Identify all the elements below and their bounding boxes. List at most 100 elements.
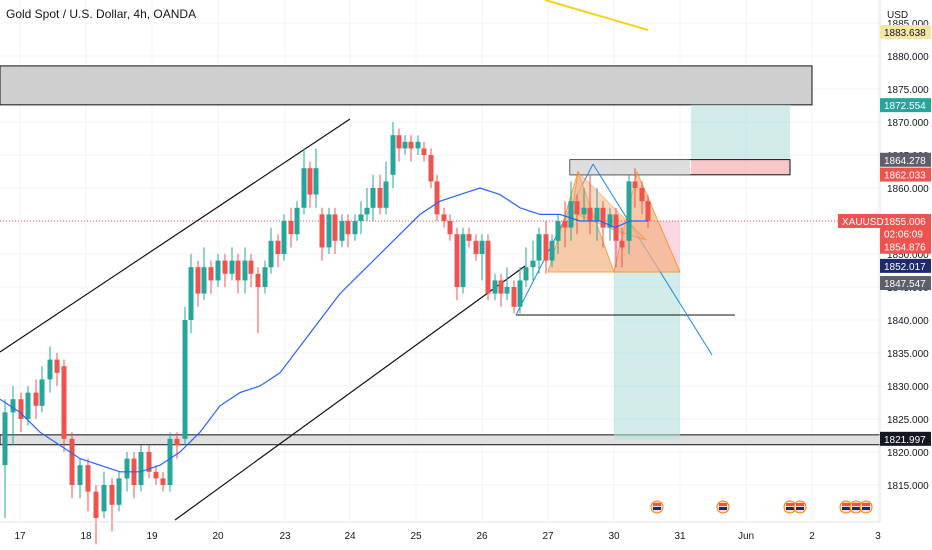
time-tick-label: 30 <box>608 531 620 542</box>
candle-body <box>25 392 31 419</box>
candle-body <box>167 438 173 485</box>
time-axis[interactable]: 17 18 19 20 23 24 25 26 27 30 31 Jun 2 3 <box>0 521 881 542</box>
target-zone-upper <box>691 104 790 160</box>
candle-body <box>428 155 434 182</box>
time-tick-label: 26 <box>476 531 488 542</box>
candle-body <box>262 267 268 287</box>
candle-body <box>208 267 214 281</box>
candle-body <box>248 260 254 274</box>
candle-body <box>523 267 529 281</box>
price-tick-label: 1830.000 <box>887 382 929 393</box>
channel-lower-line <box>174 265 526 521</box>
price-tag-bg <box>880 226 931 241</box>
candle-body <box>594 207 600 221</box>
calendar-event-flag-bottom <box>862 507 870 510</box>
candle-body <box>109 485 115 505</box>
candles <box>2 122 651 545</box>
calendar-event-flag-bottom <box>786 507 794 510</box>
price-tag-bg <box>880 258 931 273</box>
price-tag-bg <box>880 239 931 254</box>
candle-body <box>146 452 152 472</box>
candle-body <box>530 260 536 268</box>
candle-body <box>235 260 241 281</box>
candle-body <box>396 135 402 149</box>
price-tag-label: 1883.638 <box>884 28 926 39</box>
candle-body <box>607 214 613 228</box>
candle-body <box>492 280 498 294</box>
candle-body <box>549 240 555 261</box>
candle-body <box>222 260 228 274</box>
candle-body <box>301 168 307 208</box>
calendar-event-flag-top <box>842 503 850 506</box>
candle-body <box>645 201 651 221</box>
candle-body <box>511 287 517 307</box>
candle-body <box>600 207 606 228</box>
price-tag-bg <box>880 24 931 39</box>
candle-body <box>434 181 440 215</box>
price-tick-label: 1880.000 <box>887 52 929 63</box>
price-tags: 1883.638 1872.554 1864.278 1862.033 1855.006… <box>838 24 931 446</box>
price-axis[interactable]: USD 1815.000 1820.000 1825.000 1830.000 1835.… <box>879 0 932 550</box>
candle-body <box>160 478 166 485</box>
time-tick-label: 17 <box>14 531 26 542</box>
candle-body <box>18 399 24 419</box>
candle-body <box>364 207 370 215</box>
candle-body <box>415 141 421 149</box>
candle-body <box>568 201 574 228</box>
candle-body <box>485 240 491 294</box>
candle-body <box>54 359 60 373</box>
time-tick-label: 31 <box>674 531 686 542</box>
candle-body <box>498 280 504 294</box>
resistance-box-fill <box>570 159 690 175</box>
price-tick-label: 1860.000 <box>887 184 929 195</box>
price-tag-label: 1864.278 <box>884 156 926 167</box>
calendar-event-icon <box>849 500 863 514</box>
candle-body <box>358 214 364 221</box>
chart-title: Gold Spot / U.S. Dollar, 4h, OANDA <box>6 7 197 21</box>
target-zone-lower <box>614 270 680 440</box>
candle-body <box>77 465 83 485</box>
candle-body <box>124 458 130 479</box>
candle-body <box>268 240 274 268</box>
time-tick-label: 18 <box>80 531 92 542</box>
price-tag-label: 1855.006 <box>884 217 926 228</box>
time-tick-label: Jun <box>738 531 754 542</box>
candle-body <box>174 438 180 446</box>
support-zone <box>0 434 881 446</box>
price-tag-bg <box>880 98 931 113</box>
candle-body <box>390 135 396 175</box>
resistance-zone <box>0 65 813 106</box>
drawing-zones <box>0 65 881 446</box>
price-tick-label: 1820.000 <box>887 448 929 459</box>
time-tick-label: 2 <box>809 531 815 542</box>
price-tag-bg <box>880 213 931 228</box>
price-tick-label: 1835.000 <box>887 349 929 360</box>
candle-body <box>138 452 144 485</box>
candle-body <box>101 485 107 512</box>
currency-label: USD <box>887 10 908 21</box>
price-tag-bg <box>880 276 931 291</box>
candle-body <box>307 168 313 195</box>
candle-body <box>61 366 67 439</box>
candle-body <box>188 267 194 320</box>
candle-body <box>447 221 453 235</box>
calendar-event-flag-top <box>653 503 661 506</box>
candle-body <box>555 221 561 241</box>
candle-body <box>313 168 319 195</box>
candle-body <box>39 379 45 406</box>
price-tag-bg <box>880 167 931 182</box>
candle-body <box>460 234 466 287</box>
symbol-tag-bg <box>838 213 880 228</box>
channel-upper-line <box>0 118 351 353</box>
moving-average-line <box>0 187 648 473</box>
time-tick-label: 3 <box>875 531 881 542</box>
candle-body <box>626 181 632 241</box>
calendar-events[interactable] <box>650 500 873 514</box>
candle-body <box>587 207 593 221</box>
price-tag-label: 1862.033 <box>884 171 926 182</box>
calendar-event-flag-top <box>786 503 794 506</box>
candle-body <box>466 234 472 241</box>
candle-body <box>2 412 8 466</box>
candle-body <box>536 234 542 261</box>
